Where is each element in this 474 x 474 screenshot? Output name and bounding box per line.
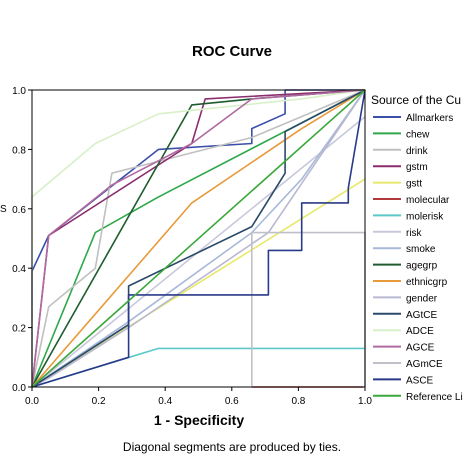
series-line-allmarkers: [31, 89, 365, 387]
x-tick-label: 0.8: [291, 396, 305, 407]
legend-label-risk: risk: [406, 228, 423, 239]
legend-label-molecular: molecular: [406, 195, 450, 206]
legend-label-molerisk: molerisk: [406, 211, 444, 222]
y-tick-label: 0.6: [12, 205, 26, 216]
axis-layer: 0.0 0.2 0.4 0.6 0.8 1.0 0.0 0.2 0.4 0.6 0.8 1.0: [12, 86, 372, 407]
chart-title: ROC Curve: [192, 43, 272, 60]
series-line-drink: [31, 89, 366, 388]
y-tick-label: 0.4: [12, 264, 26, 275]
legend-label-gstt: gstt: [406, 179, 422, 190]
legend-label-allmarkers: Allmarkers: [406, 113, 453, 124]
series-line-ethnicgrp: [31, 89, 366, 388]
plot-frame: [31, 89, 366, 388]
legend-label-smoke: smoke: [406, 244, 436, 255]
series-line-asce: [31, 89, 366, 388]
legend: Allmarkers chew drink gstm gstt molecular mole…: [373, 113, 463, 403]
legend-label-asce: ASCE: [406, 375, 434, 386]
legend-label-drink: drink: [406, 146, 429, 157]
series-line-reference-li: [31, 89, 366, 388]
y-tick-label: 0.2: [12, 324, 26, 335]
legend-label-agmce: AGmCE: [406, 359, 443, 370]
y-tick-label: 0.0: [12, 383, 26, 394]
y-axis-label-partial: S: [0, 204, 7, 215]
legend-label-ethnicgrp: ethnicgrp: [406, 277, 448, 288]
series-line-chew: [31, 89, 366, 388]
series-line-gstt: [31, 178, 366, 388]
legend-label-chew: chew: [406, 129, 430, 140]
legend-label-gstm: gstm: [406, 162, 428, 173]
legend-title: Source of the Cu: [371, 93, 461, 107]
x-tick-label: 0.0: [25, 396, 39, 407]
series-layer: [31, 89, 366, 388]
x-axis-label: 1 - Specificity: [154, 412, 244, 428]
legend-label-agegrp: agegrp: [406, 261, 438, 272]
y-tick-label: 1.0: [12, 86, 26, 97]
x-tick-label: 0.4: [158, 396, 172, 407]
x-tick-label: 1.0: [358, 396, 372, 407]
legend-label-reference-li: Reference Li: [406, 392, 463, 403]
legend-label-adce: ADCE: [406, 326, 434, 337]
footnote: Diagonal segments are produced by ties.: [123, 440, 341, 454]
series-line-agce: [31, 89, 366, 388]
legend-label-gender: gender: [406, 293, 438, 304]
y-tick-label: 0.8: [12, 145, 26, 156]
legend-label-agtce: AGtCE: [406, 310, 437, 321]
x-tick-label: 0.6: [225, 396, 239, 407]
x-tick-label: 0.2: [92, 396, 106, 407]
legend-label-agce: AGCE: [406, 343, 435, 354]
